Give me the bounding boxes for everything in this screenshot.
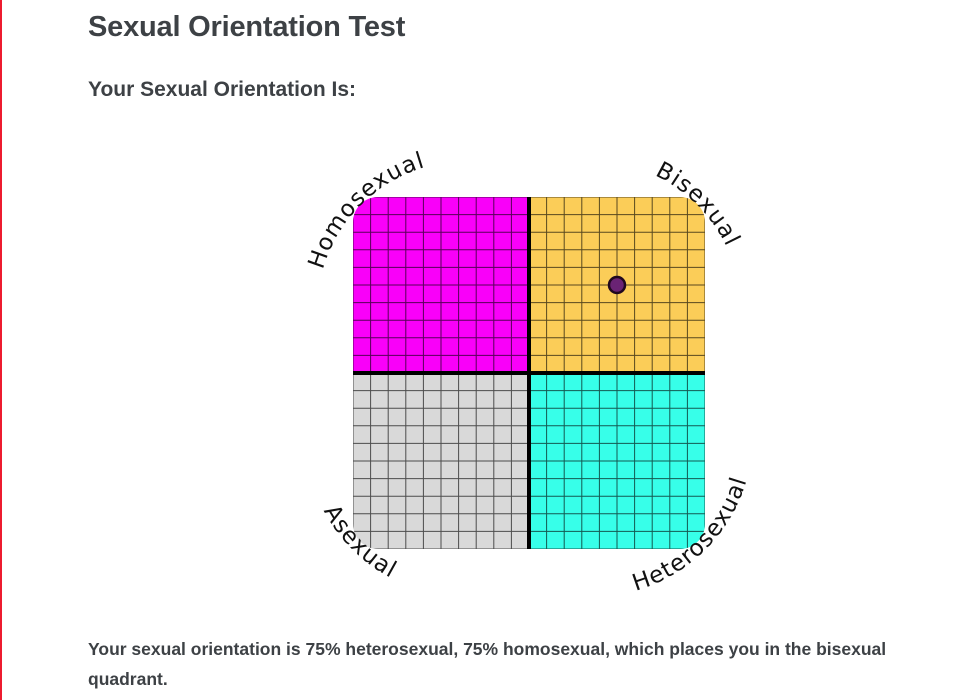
left-accent-line bbox=[0, 0, 2, 700]
result-text: Your sexual orientation is 75% heterosex… bbox=[88, 639, 887, 689]
orientation-quadrant-chart: Homosexual Bisexual Asexual Heterosexual bbox=[254, 98, 804, 648]
page-title: Sexual Orientation Test bbox=[88, 11, 406, 43]
center-axes bbox=[353, 197, 705, 549]
quadrant-area bbox=[353, 197, 705, 549]
result-point bbox=[607, 275, 627, 295]
result-heading: Your Sexual Orientation Is: bbox=[88, 78, 356, 101]
